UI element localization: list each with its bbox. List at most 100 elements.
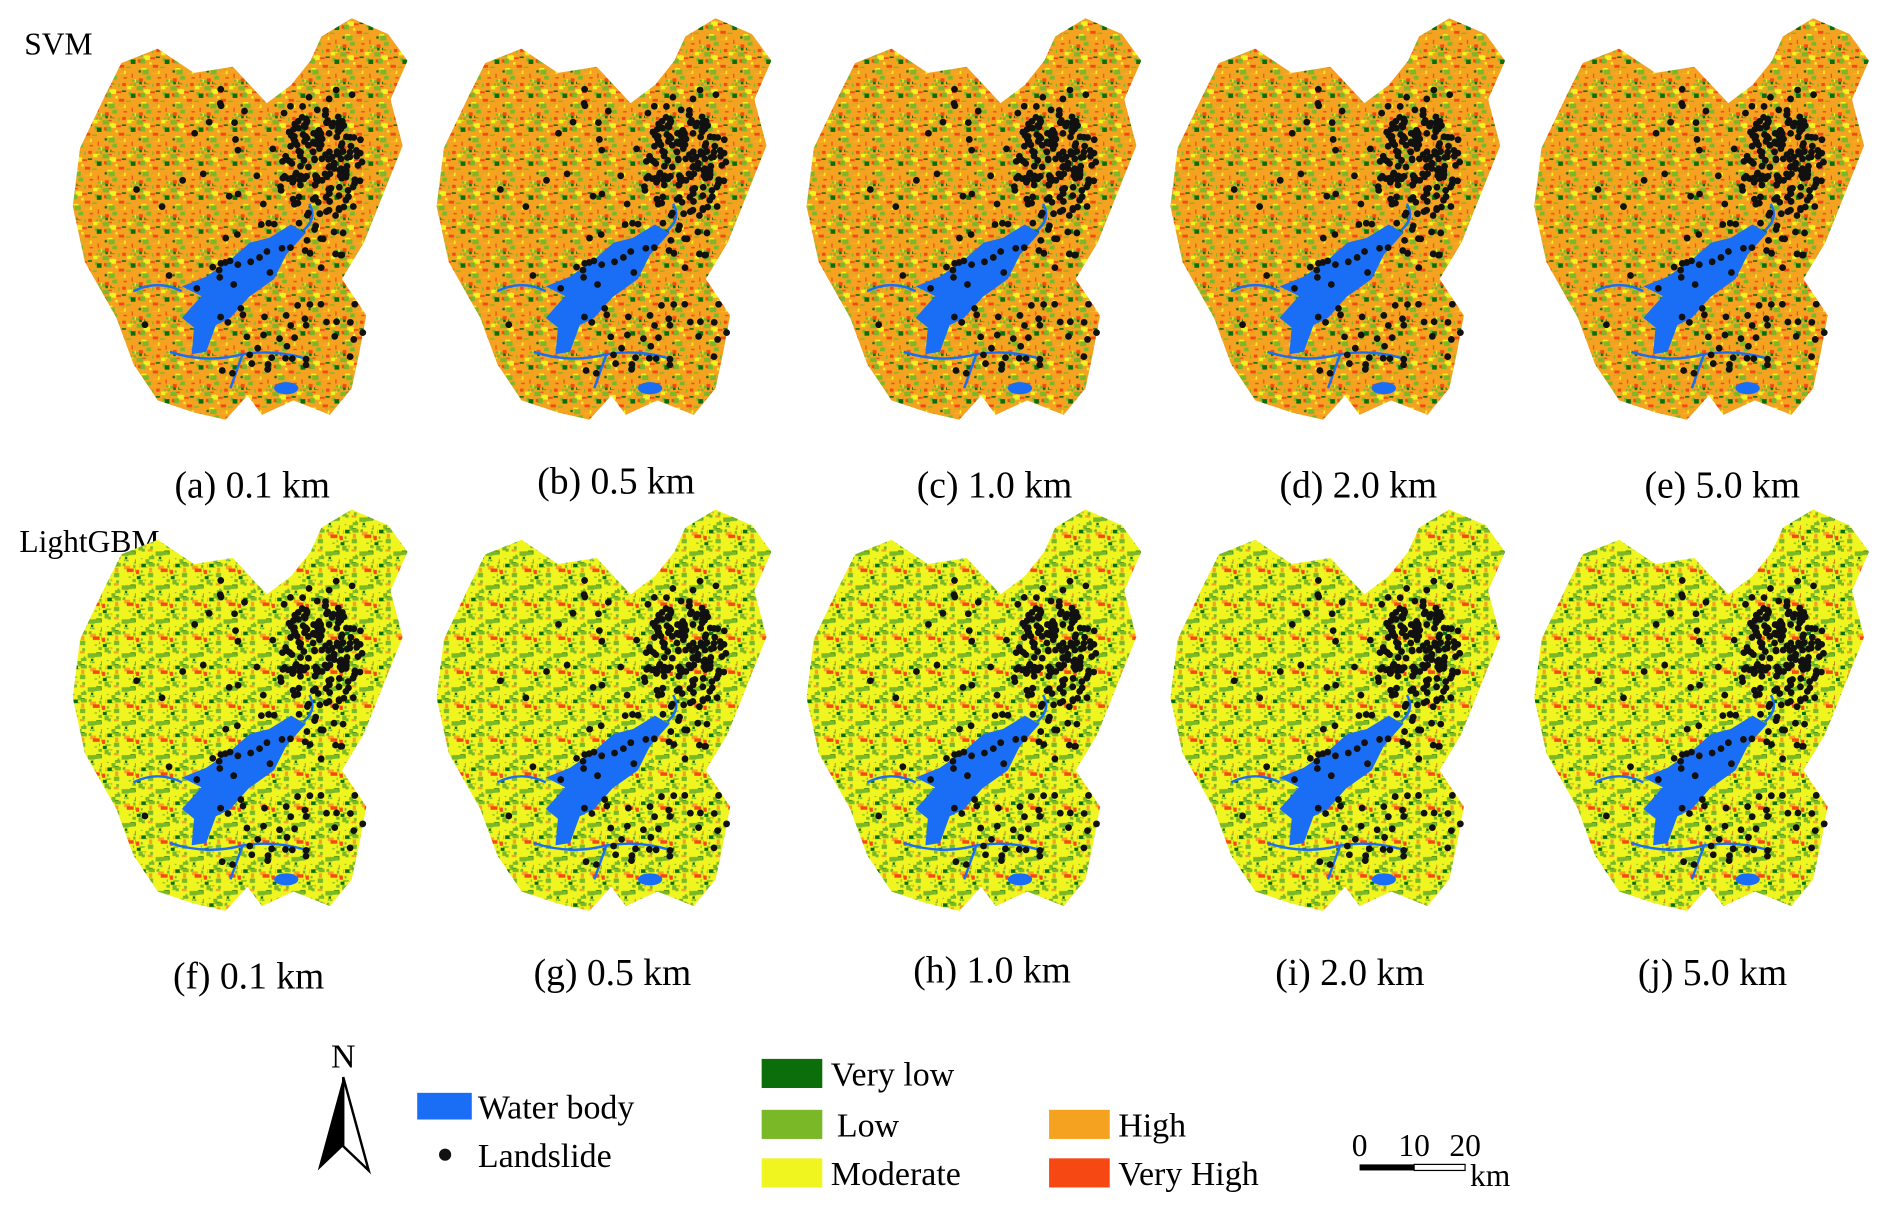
landslide-point [1780,135,1787,143]
landslide-point [1423,697,1431,705]
landslide-point [1435,251,1443,259]
landslide-point [337,155,345,163]
landslide-point [247,749,255,757]
landslide-point [1332,190,1340,198]
landslide-point [987,663,995,671]
landslide-point [1423,129,1431,137]
landslide-point [234,261,242,269]
landslide-point [1415,755,1423,763]
landslide-point [1753,171,1761,178]
landslide-point [1456,329,1464,337]
landslide-point [321,170,329,178]
landslide-point [1738,183,1746,191]
landslide-point [951,85,958,93]
landslide-point [939,118,947,126]
landslide-point [1028,124,1036,132]
landslide-point [1764,355,1771,363]
landslide-point [1399,806,1406,814]
landslide-point [1034,122,1042,129]
landslide-point [1778,726,1786,734]
landslide-point [158,694,166,702]
landslide-point [706,624,714,632]
landslide-point [1450,638,1458,645]
landslide-point [1361,248,1368,255]
landslide-point [317,755,325,763]
landslide-point [1804,624,1812,632]
landslide-point [1316,367,1324,374]
landslide-point [1419,170,1427,178]
landslide-point [1401,211,1409,219]
landslide-point [233,231,241,238]
landslide-point [711,142,719,150]
landslide-point [899,763,907,771]
landslide-point [1388,825,1396,833]
landslide-point [229,369,236,377]
landslide-point [943,754,950,762]
landslide-point [949,757,957,765]
landslide-point [706,196,714,204]
landslide-point [968,752,975,760]
landslide-point [291,139,298,146]
landslide-point [1708,749,1716,757]
landslide-point [959,683,967,691]
landslide-point [664,648,672,655]
landslide-point [1071,142,1079,150]
landslide-point [1043,639,1051,647]
panel-caption: (d) 2.0 km [1280,465,1438,506]
landslide-point [1410,140,1418,148]
landslide-point [1034,173,1042,181]
landslide-point [1761,156,1769,164]
legend-label: Very High [1118,1156,1258,1193]
landslide-point [322,598,329,605]
landslide-point [1297,170,1305,178]
landslide-point [1059,697,1067,705]
landslide-point [1093,329,1100,337]
landslide-point [1627,272,1634,279]
landslide-point [326,639,333,647]
landslide-point [270,711,278,719]
landslide-point [675,647,682,655]
landslide-point [331,333,339,340]
landslide-point [977,824,985,832]
landslide-point [1810,674,1818,682]
landslide-point [1081,633,1089,641]
landslide-point [302,355,310,363]
landslide-point [1799,155,1806,163]
landslide-point [343,154,351,161]
landslide-point [1394,672,1402,680]
landslide-point [312,222,320,230]
landslide-point [301,138,308,145]
landslide-point [330,719,338,727]
landslide-point [1814,638,1822,645]
landslide-point [224,318,232,326]
landslide-point [1239,812,1246,820]
landslide-point [1034,138,1042,145]
landslide-point [1758,162,1766,170]
landslide-point [1034,156,1042,164]
landslide-point [1447,203,1455,210]
landslide-point [1424,661,1432,669]
landslide-point [1024,630,1032,638]
landslide-point [1775,174,1782,181]
landslide-point [1083,183,1091,191]
landslide-point [266,760,274,768]
water-body [1371,873,1396,886]
landslide-point [875,812,883,820]
landslide-point [1020,102,1028,110]
landslide-point [329,610,337,618]
landslide-point [191,621,199,628]
landslide-point [1678,100,1686,107]
landslide-point [1409,713,1417,721]
landslide-point [291,334,298,342]
landslide-point [1386,846,1394,854]
landslide-point [352,638,360,645]
row-label: SVM [24,27,92,62]
landslide-point [1076,133,1084,141]
landslide-point [1065,250,1073,258]
landslide-point [1428,333,1436,340]
landslide-point [1420,119,1428,127]
landslide-point [1063,119,1071,127]
arrow-half [342,1076,372,1175]
landslide-point [234,752,242,760]
landslide-point [350,827,358,835]
